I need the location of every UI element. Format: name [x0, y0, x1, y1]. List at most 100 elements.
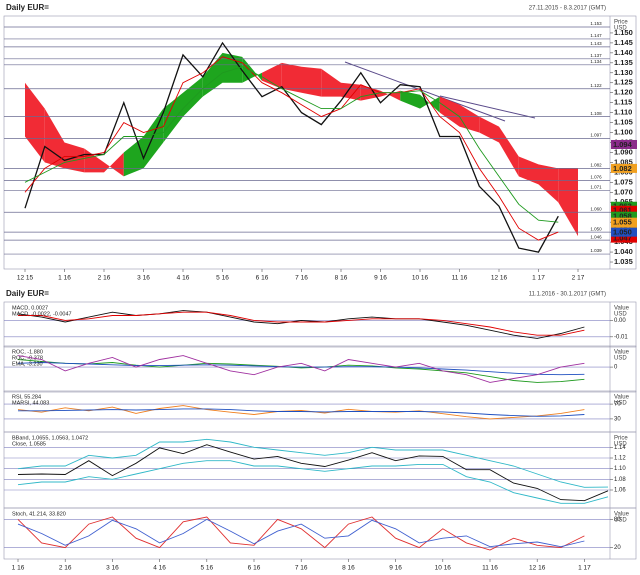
y-axis-label: Value	[614, 350, 630, 356]
level-label: 1.039	[590, 248, 602, 253]
x-tick-label: 9 16	[374, 275, 387, 282]
price-marker-label: 1.094	[613, 140, 633, 149]
x-tick-label: 12 16	[491, 275, 508, 282]
y-tick-label: 1.08	[614, 477, 626, 483]
cloud	[262, 62, 282, 89]
level-label: 1.097	[590, 133, 602, 138]
legend-entry: MARSI, 44.083	[12, 400, 49, 406]
x-tick-label: 1 17	[532, 275, 545, 282]
y-tick-label: -0.01	[614, 334, 628, 340]
y-tick-label: 1.12	[614, 456, 626, 462]
cloud	[538, 164, 559, 203]
cloud	[163, 92, 183, 143]
price-marker	[611, 139, 637, 149]
y-tick-label: 1.040	[614, 247, 633, 256]
x-tick-label: 4 16	[177, 275, 190, 282]
y-tick-label: 1.135	[614, 58, 633, 67]
x-tick-label: 7 16	[295, 275, 308, 282]
x-tick-label: 2 17	[572, 275, 585, 282]
panel-frame	[3, 301, 637, 348]
price-marker-label: 1.061	[613, 206, 632, 215]
x-tick-label: 8 16	[335, 275, 348, 282]
cloud	[301, 66, 322, 97]
x-tick-label: 2 16	[98, 275, 111, 282]
series-line	[18, 408, 585, 417]
x-tick-label: 1 16	[58, 275, 71, 282]
panel-frame	[3, 345, 637, 393]
price-marker	[611, 211, 637, 221]
y-tick-label: 20	[614, 545, 621, 551]
y-tick-label: 1.105	[614, 118, 633, 127]
cloud	[518, 156, 539, 185]
series-line	[24, 56, 559, 241]
y-tick-label: 0.00	[614, 318, 626, 324]
level-label: 1.082	[590, 163, 602, 168]
cloud	[281, 62, 302, 93]
x-tick-label: 12 15	[17, 275, 34, 282]
y-tick-label: 1.14	[614, 445, 626, 451]
panel-title: Daily EUR=	[6, 289, 49, 298]
level-label: 1.143	[590, 41, 602, 46]
level-label: 1.153	[590, 21, 602, 26]
panel-subtitle: 27.11.2015 - 8.3.2017 (GMT)	[529, 6, 606, 12]
level-label: 1.046	[590, 234, 602, 239]
price-marker-label: 1.055	[613, 218, 632, 227]
series-line	[17, 359, 585, 383]
level-label: 1.071	[590, 184, 602, 189]
y-axis-label: Value	[614, 306, 630, 312]
x-tick-label: 1 16	[12, 565, 25, 572]
series-line	[17, 444, 609, 502]
x-tick-label: 6 16	[248, 565, 261, 572]
cloud	[321, 68, 341, 97]
series-line	[17, 310, 585, 339]
level-label: 1.060	[590, 206, 602, 211]
price-marker	[611, 227, 637, 237]
x-tick-label: 5 16	[216, 275, 229, 282]
x-tick-label: 3 16	[137, 275, 150, 282]
y-tick-label: 30	[614, 416, 621, 422]
y-axis-unit: USD	[614, 401, 627, 407]
legend-entry: BBand, 1.0655, 1.0563, 1.0472	[12, 435, 88, 441]
price-marker-label: 1.050	[613, 228, 632, 237]
cloud	[439, 96, 460, 127]
cloud	[222, 52, 243, 83]
legend-entry: EMA, -3.230	[12, 361, 43, 367]
y-tick-label: 80	[614, 517, 621, 523]
y-axis-unit: USD	[614, 442, 627, 448]
x-tick-label: 11 16	[452, 275, 468, 282]
y-tick-label: 1.075	[614, 177, 633, 186]
cloud	[341, 82, 361, 101]
y-axis-unit: USD	[614, 518, 627, 524]
cloud	[499, 126, 519, 177]
cloud	[380, 90, 401, 101]
x-tick-label: 12 16	[529, 565, 546, 572]
level-label: 1.137	[590, 53, 602, 58]
x-tick-label: 8 16	[342, 565, 355, 572]
y-tick-label: 1.070	[614, 187, 633, 196]
cloud	[479, 116, 499, 143]
level-label: 1.108	[590, 111, 602, 116]
y-tick-label: 1.120	[614, 88, 633, 97]
x-tick-label: 1 17	[578, 565, 591, 572]
level-label: 1.147	[590, 33, 602, 38]
series-line	[17, 405, 585, 420]
y-tick-label: 1.140	[614, 48, 633, 57]
price-marker	[611, 163, 637, 173]
cloud	[558, 168, 578, 237]
cloud	[202, 52, 223, 97]
y-axis-unit: USD	[614, 356, 627, 362]
y-tick-label: 1.090	[614, 147, 633, 156]
trend-line	[439, 95, 536, 119]
panel-title: Daily EUR=	[6, 3, 49, 12]
panel-frame	[3, 507, 637, 560]
y-tick-label: 1.130	[614, 68, 633, 77]
x-tick-label: 11 16	[482, 565, 498, 572]
x-tick-label: 4 16	[153, 565, 166, 572]
y-axis-unit: USD	[614, 26, 627, 32]
legend-entry: Stoch, 41.214, 33.820	[12, 511, 66, 517]
series-line	[17, 355, 585, 383]
x-tick-label: 3 16	[106, 565, 119, 572]
series-line	[24, 66, 559, 223]
x-tick-label: 10 16	[435, 565, 452, 572]
